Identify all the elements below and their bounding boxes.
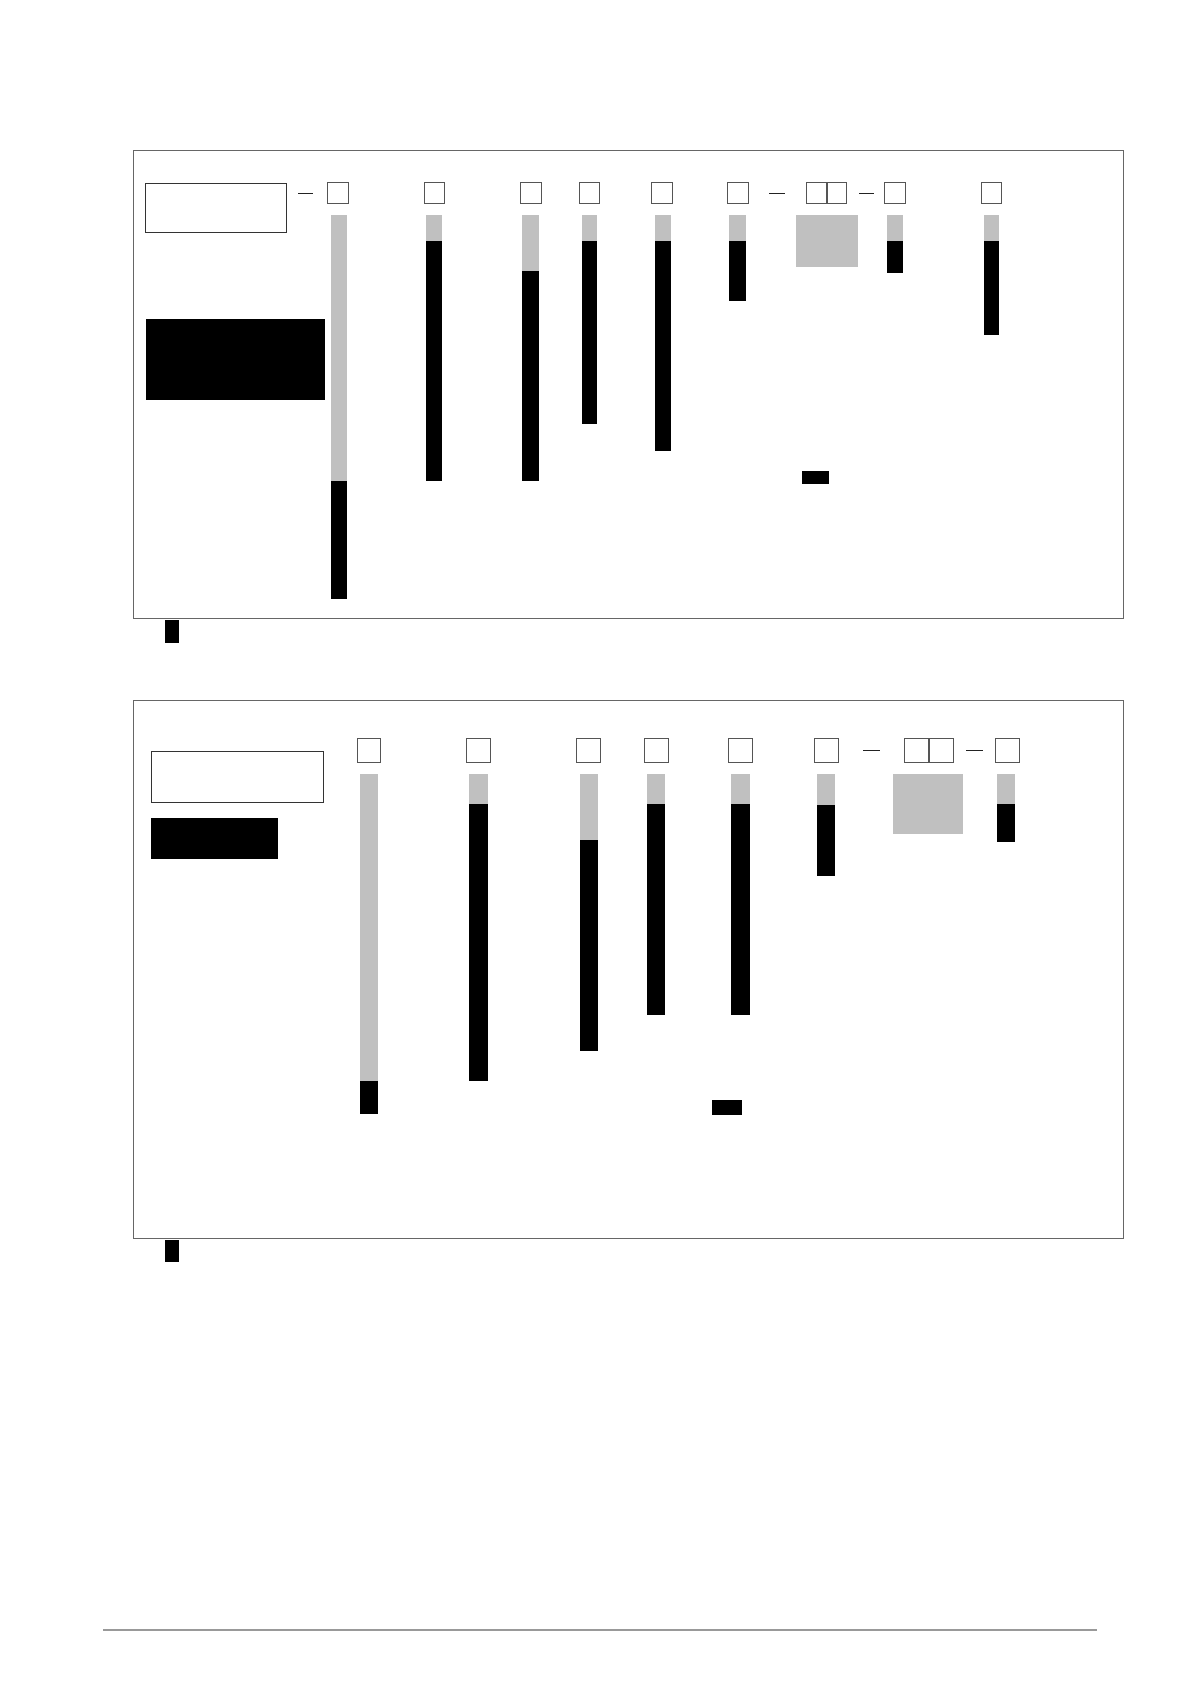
column-marker xyxy=(578,182,601,204)
connector-line xyxy=(298,192,314,195)
connector-line xyxy=(862,749,880,752)
connector-line xyxy=(859,192,875,195)
label-box xyxy=(145,183,288,233)
connector-line xyxy=(769,192,785,195)
shaded-segment xyxy=(359,773,379,1082)
column-marker xyxy=(423,182,446,204)
shaded-segment xyxy=(731,773,750,805)
column-marker xyxy=(928,737,954,763)
column-marker xyxy=(884,182,906,204)
filled-block xyxy=(146,318,326,400)
shaded-segment xyxy=(330,214,347,482)
filled-segment xyxy=(646,804,666,1016)
panel-tab xyxy=(164,1239,179,1263)
column-marker xyxy=(576,737,602,763)
column-marker xyxy=(980,182,1003,204)
connector-line xyxy=(965,749,983,752)
shaded-segment xyxy=(654,214,671,241)
shaded-segment xyxy=(581,214,598,241)
filled-segment xyxy=(654,240,671,451)
column-marker xyxy=(651,182,673,204)
shaded-block xyxy=(892,773,964,835)
shaded-segment xyxy=(887,214,903,241)
small-filled-block xyxy=(711,1099,743,1116)
filled-segment xyxy=(996,804,1016,842)
label-box xyxy=(150,750,324,803)
column-marker xyxy=(813,737,839,763)
filled-segment xyxy=(581,240,598,424)
filled-segment xyxy=(983,240,1000,335)
column-marker xyxy=(994,737,1020,763)
shaded-segment xyxy=(579,773,599,840)
filled-segment xyxy=(359,1081,379,1114)
column-marker xyxy=(728,737,754,763)
small-filled-block xyxy=(801,471,829,485)
shaded-segment xyxy=(729,214,746,241)
column-marker xyxy=(643,737,669,763)
column-marker xyxy=(826,182,848,204)
filled-block xyxy=(150,818,279,860)
shaded-block xyxy=(796,214,859,267)
panel-tab xyxy=(164,619,179,643)
shaded-segment xyxy=(522,214,539,271)
column-marker xyxy=(520,182,542,204)
column-marker xyxy=(465,737,491,763)
footer-rule xyxy=(102,1628,1097,1631)
filled-segment xyxy=(817,805,836,876)
shaded-segment xyxy=(469,773,488,805)
column-marker xyxy=(806,182,827,204)
filled-segment xyxy=(330,481,347,600)
filled-segment xyxy=(469,804,488,1082)
shaded-segment xyxy=(425,214,443,241)
shaded-segment xyxy=(817,773,836,806)
column-marker xyxy=(727,182,749,204)
shaded-segment xyxy=(996,773,1016,805)
column-marker xyxy=(356,737,382,763)
filled-segment xyxy=(425,240,443,482)
filled-segment xyxy=(731,804,750,1016)
shaded-segment xyxy=(646,773,666,805)
filled-segment xyxy=(729,240,746,302)
filled-segment xyxy=(579,839,599,1052)
column-marker xyxy=(903,737,929,763)
filled-segment xyxy=(522,270,539,482)
shaded-segment xyxy=(983,214,1000,241)
column-marker xyxy=(327,182,349,204)
filled-segment xyxy=(887,240,903,274)
